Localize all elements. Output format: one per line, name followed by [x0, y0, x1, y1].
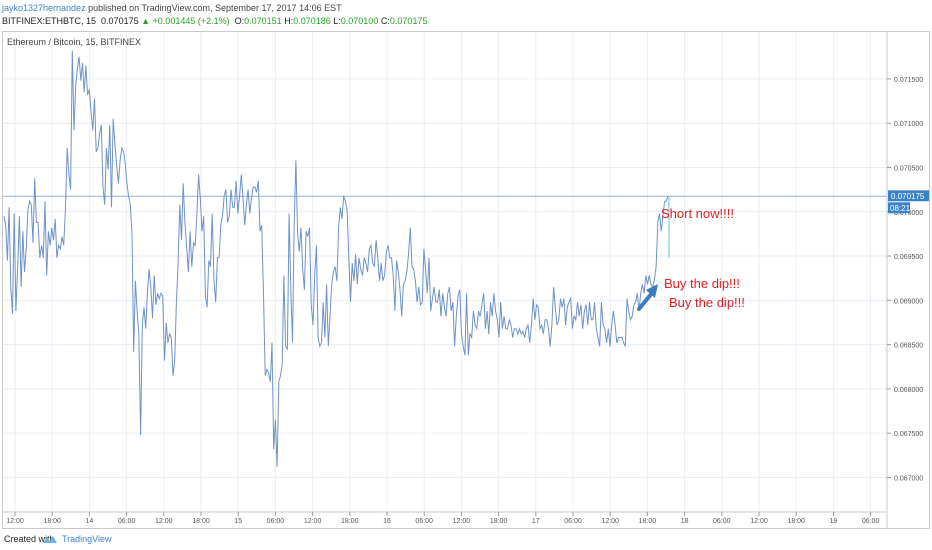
x-tick-label: 12:00 — [155, 518, 173, 525]
x-tick-label: 15 — [234, 518, 242, 525]
x-tick-label: 06:00 — [564, 518, 582, 525]
price-axis[interactable]: 0.0715000.0710000.0705000.0700000.069500… — [887, 77, 923, 483]
x-tick-label: 12:00 — [304, 518, 322, 525]
low-value: 0.070100 — [340, 16, 379, 26]
x-tick-label: 18 — [681, 518, 689, 525]
y-tick-label: 0.068000 — [894, 387, 923, 394]
high-value: 0.070186 — [293, 16, 331, 26]
time-axis[interactable]: 12:00 18:00 14 06:00 12:00 18:00 15 06:00 12:00 1… — [6, 512, 879, 525]
annotation-buy-dip-2: Buy the dip!!! — [669, 295, 745, 310]
ohlc-line: BITFINEX:ETHBTC, 15 0.070175 ▲ +0.001445… — [2, 15, 427, 28]
close-value: 0.070175 — [389, 16, 428, 26]
y-tick-label: 0.068500 — [894, 343, 923, 350]
x-tick-label: 14 — [86, 518, 94, 525]
open-label: O: — [234, 16, 245, 26]
y-tick-label: 0.067500 — [894, 431, 923, 438]
last-price-badge: 0.070175 08:21 — [888, 190, 929, 214]
author-link[interactable]: jayko1327hernandez — [2, 3, 86, 13]
y-tick-label: 0.071500 — [894, 77, 923, 84]
chart-header: jayko1327hernandez published on TradingV… — [0, 0, 932, 30]
x-tick-label: 18:00 — [43, 518, 61, 525]
price-chart-svg[interactable]: Ethereum / Bitcoin, 15, BITFINEX 0.07150… — [3, 32, 929, 528]
y-tick-label: 0.069500 — [894, 254, 923, 261]
x-tick-label: 06:00 — [415, 518, 433, 525]
annotation-short-now: Short now!!!! — [661, 206, 734, 221]
x-tick-label: 18:00 — [192, 518, 210, 525]
tradingview-logo-icon — [43, 536, 57, 543]
high-label: H: — [284, 16, 294, 26]
x-tick-label: 12:00 — [601, 518, 619, 525]
x-tick-label: 06:00 — [267, 518, 285, 525]
price-badge-text: 0.070175 — [891, 192, 925, 201]
x-tick-label: 17 — [532, 518, 540, 525]
x-tick-label: 12:00 — [6, 518, 24, 525]
footer: Created with TradingView — [0, 529, 932, 550]
x-tick-label: 06:00 — [862, 518, 880, 525]
x-tick-label: 12:00 — [750, 518, 768, 525]
x-tick-label: 18:00 — [787, 518, 805, 525]
x-tick-label: 18:00 — [490, 518, 508, 525]
y-tick-label: 0.067000 — [894, 475, 923, 482]
open-value: 0.070151 — [244, 16, 282, 26]
x-tick-label: 18:00 — [639, 518, 657, 525]
x-tick-label: 16 — [383, 518, 391, 525]
close-label: C: — [380, 16, 390, 26]
countdown-badge-bg — [888, 202, 910, 214]
countdown-badge-text: 08:21 — [890, 204, 911, 213]
x-tick-label: 06:00 — [713, 518, 731, 525]
x-tick-label: 06:00 — [118, 518, 136, 525]
published-info: published on TradingView.com, September … — [88, 3, 342, 13]
price-change: +0.001445 (+2.1%) — [152, 16, 230, 26]
publication-line: jayko1327hernandez published on TradingV… — [2, 2, 342, 15]
grid-lines — [3, 32, 887, 512]
last-price: 0.070175 — [101, 16, 139, 26]
tradingview-brand[interactable]: TradingView — [62, 534, 112, 544]
y-tick-label: 0.071000 — [894, 121, 923, 128]
y-tick-label: 0.070500 — [894, 165, 923, 172]
chart-area[interactable]: Ethereum / Bitcoin, 15, BITFINEX 0.07150… — [2, 31, 930, 529]
x-tick-label: 19 — [830, 518, 838, 525]
low-label: L: — [333, 16, 341, 26]
chart-title: Ethereum / Bitcoin, 15, BITFINEX — [7, 37, 141, 47]
created-with-label: Created with — [4, 534, 55, 544]
price-badge-bg — [888, 190, 929, 202]
x-tick-label: 12:00 — [453, 518, 471, 525]
x-tick-label: 18:00 — [341, 518, 359, 525]
price-series-line — [3, 50, 669, 467]
y-tick-label: 0.069000 — [894, 298, 923, 305]
up-triangle-icon: ▲ — [141, 16, 151, 26]
ticker-label: BITFINEX:ETHBTC, 15 — [2, 16, 97, 26]
annotation-buy-dip-1: Buy the dip!!! — [664, 276, 740, 291]
arrow-up-right-icon — [637, 284, 658, 311]
